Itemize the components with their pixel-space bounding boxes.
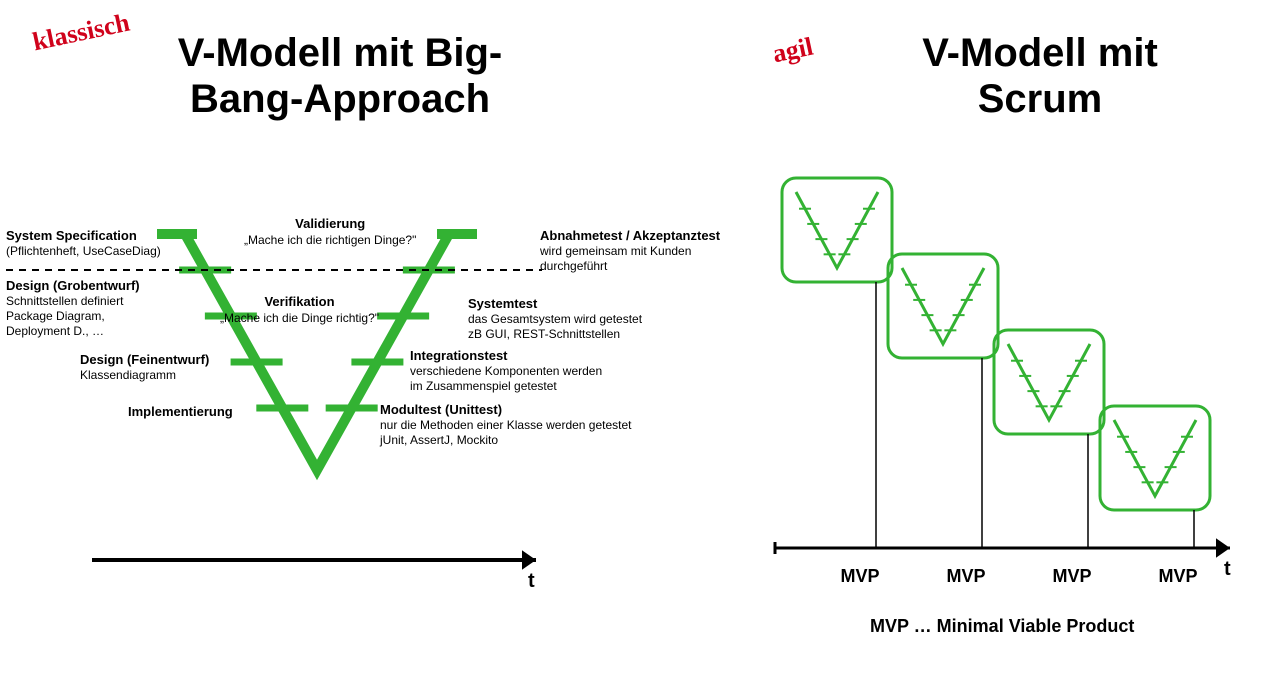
right-stage-label-2: Integrationstestverschiedene Komponenten…	[410, 348, 602, 394]
center-title-0: Validierung	[244, 216, 416, 233]
right-stage-title-2: Integrationstest	[410, 348, 602, 364]
center-title-1: Verifikation	[220, 294, 379, 311]
left-title-line2: Bang-Approach	[190, 77, 490, 121]
scrum-iteration-3	[1100, 406, 1210, 548]
right-stage-title-3: Modultest (Unittest)	[380, 402, 632, 418]
left-stage-sub-2: Klassendiagramm	[80, 368, 209, 383]
right-stage-sub-1: das Gesamtsystem wird getestetzB GUI, RE…	[468, 312, 642, 342]
scrum-iteration-0	[782, 178, 892, 548]
left-stage-label-0: System Specification(Pflichtenheft, UseC…	[6, 228, 161, 259]
right-title-line1: V-Modell mit	[922, 31, 1158, 75]
right-stage-label-0: Abnahmetest / Akzeptanztestwird gemeinsa…	[540, 228, 720, 274]
right-title-line2: Scrum	[978, 77, 1103, 121]
mvp-label-1: MVP	[936, 566, 996, 587]
right-title: V-Modell mitScrum	[830, 30, 1250, 122]
mvp-label-2: MVP	[1042, 566, 1102, 587]
right-stage-label-3: Modultest (Unittest)nur die Methoden ein…	[380, 402, 632, 448]
right-stage-sub-2: verschiedene Komponenten werdenim Zusamm…	[410, 364, 602, 394]
left-stage-sub-0: (Pflichtenheft, UseCaseDiag)	[6, 244, 161, 259]
mvp-label-0: MVP	[830, 566, 890, 587]
mvp-label-3: MVP	[1148, 566, 1208, 587]
right-stage-sub-3: nur die Methoden einer Klasse werden get…	[380, 418, 632, 448]
left-stage-label-1: Design (Grobentwurf)Schnittstellen defin…	[6, 278, 140, 339]
left-stage-title-3: Implementierung	[128, 404, 233, 420]
center-label-0: Validierung„Mache ich die richtigen Ding…	[244, 216, 416, 248]
right-stage-label-1: Systemtestdas Gesamtsystem wird getestet…	[468, 296, 642, 342]
right-axis-label: t	[1224, 558, 1231, 581]
left-axis-label: t	[528, 570, 535, 593]
scrum-iteration-2	[994, 330, 1104, 548]
center-sub-0: „Mache ich die richtigen Dinge?"	[244, 233, 416, 249]
right-stage-sub-0: wird gemeinsam mit Kundendurchgeführt	[540, 244, 720, 274]
center-sub-1: „Mache ich die Dinge richtig?"	[220, 311, 379, 327]
mvp-caption: MVP … Minimal Viable Product	[870, 616, 1134, 637]
right-time-axis	[775, 538, 1230, 558]
right-stage-title-1: Systemtest	[468, 296, 642, 312]
left-time-axis	[92, 550, 536, 570]
right-stage-title-0: Abnahmetest / Akzeptanztest	[540, 228, 720, 244]
center-label-1: Verifikation„Mache ich die Dinge richtig…	[220, 294, 379, 326]
left-stage-title-1: Design (Grobentwurf)	[6, 278, 140, 294]
left-title: V-Modell mit Big-Bang-Approach	[60, 30, 620, 122]
left-title-line1: V-Modell mit Big-	[178, 31, 502, 75]
left-stage-sub-1: Schnittstellen definiertPackage Diagram,…	[6, 294, 140, 339]
left-stage-title-0: System Specification	[6, 228, 161, 244]
scrum-iteration-1	[888, 254, 998, 548]
left-stage-label-3: Implementierung	[128, 404, 233, 420]
left-stage-title-2: Design (Feinentwurf)	[80, 352, 209, 368]
left-stage-label-2: Design (Feinentwurf)Klassendiagramm	[80, 352, 209, 383]
